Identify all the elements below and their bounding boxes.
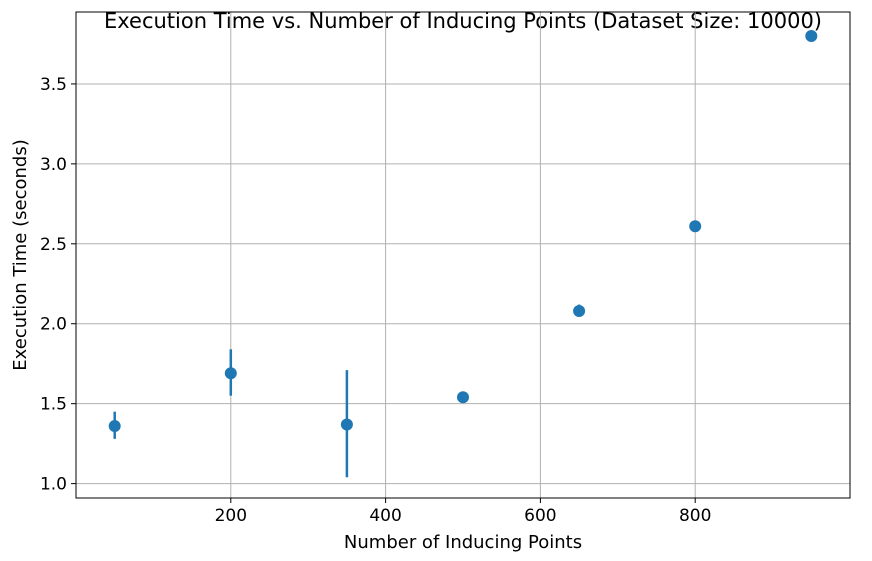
error-bars (113, 34, 813, 478)
data-point (805, 29, 818, 42)
y-tick-label: 3.0 (40, 155, 67, 175)
data-point (573, 304, 586, 317)
y-tick-label: 2.0 (40, 315, 67, 335)
grid (76, 12, 850, 498)
y-tick-label: 1.5 (40, 395, 67, 415)
data-points (108, 29, 818, 433)
data-point (108, 420, 121, 433)
x-tick-label: 800 (679, 506, 711, 526)
data-point (224, 367, 237, 380)
y-tick-label: 2.5 (40, 235, 67, 255)
chart-title: Execution Time vs. Number of Inducing Po… (104, 9, 822, 33)
data-point (689, 220, 702, 233)
ticks: 200 400 600 800 1.0 1.5 2.0 2.5 3.0 3.5 (40, 75, 711, 526)
y-tick-label: 3.5 (40, 75, 67, 95)
x-tick-label: 200 (215, 506, 247, 526)
data-point (340, 418, 353, 431)
data-point (457, 391, 469, 404)
x-axis-label: Number of Inducing Points (344, 532, 582, 553)
x-tick-label: 400 (369, 506, 401, 526)
plot-frame (75, 11, 851, 499)
y-axis-label: Execution Time (seconds) (10, 139, 31, 370)
y-tick-label: 1.0 (40, 475, 67, 495)
x-tick-label: 600 (524, 506, 556, 526)
